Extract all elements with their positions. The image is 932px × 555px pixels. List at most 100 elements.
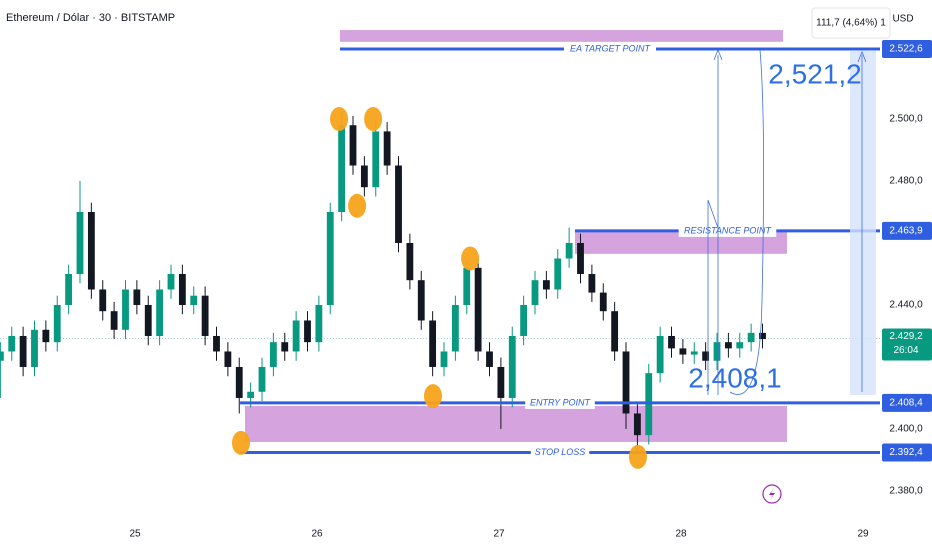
candle-body (247, 391, 255, 398)
candle-body (599, 292, 607, 312)
candle-body (759, 332, 766, 340)
candle-body (167, 273, 175, 290)
candle-body (269, 342, 277, 367)
marker (348, 193, 367, 218)
candle-body (463, 267, 471, 305)
event-icon (762, 484, 782, 504)
level-text: STOP LOSS (535, 447, 586, 457)
price-tag (882, 39, 932, 58)
candle-body (383, 131, 391, 166)
candle-body (633, 413, 641, 436)
candle-body (520, 304, 528, 336)
curve-arrow (729, 49, 764, 395)
y-tick-label: 2.480,0 (889, 176, 923, 187)
candle-body (554, 258, 562, 290)
price-tag (882, 443, 932, 462)
candle-body (349, 125, 357, 166)
candle-body (19, 335, 27, 367)
candle-body (417, 280, 425, 321)
level-text-bg (563, 42, 656, 55)
candle-body (440, 351, 448, 367)
candle-body (508, 335, 516, 398)
candle-body (713, 342, 721, 361)
last-price-tag (882, 328, 932, 361)
price-tag-label: 2.408,4 (889, 398, 923, 409)
x-tick-label: 25 (129, 529, 141, 540)
candle-body (486, 351, 493, 367)
candle-body (144, 304, 152, 336)
candle-body (292, 320, 300, 352)
marker (330, 107, 349, 132)
arrow-head (713, 48, 723, 61)
candle-body (622, 351, 630, 414)
candle-body (497, 366, 505, 398)
range-shade (850, 51, 876, 395)
candle-body (156, 289, 164, 336)
price-tag-label: 2.392,4 (889, 447, 923, 458)
candle-body (736, 342, 744, 349)
candle-body (133, 289, 141, 305)
price-tag-label: 2.463,9 (889, 226, 923, 237)
candle-body (235, 366, 243, 398)
marker (364, 107, 383, 132)
annotation: 2,408,1 (688, 362, 781, 393)
candles (0, 112, 766, 451)
candle-body (702, 351, 710, 361)
candle-body (178, 273, 186, 305)
price-tag (882, 393, 932, 412)
x-tick-label: 26 (311, 529, 323, 540)
level-text-bg (525, 396, 595, 409)
currency: USD (892, 14, 913, 25)
candle-body (258, 366, 266, 392)
candle-body (588, 273, 596, 293)
candle-body (87, 212, 95, 290)
price-tag (882, 221, 932, 240)
marker (231, 430, 250, 455)
level-text-bg (678, 224, 777, 237)
candle-body (611, 311, 619, 352)
candle-body (201, 295, 209, 336)
y-tick-label: 2.500,0 (889, 114, 923, 125)
y-tick-label: 2.400,0 (889, 424, 923, 435)
measure-label: 111,7 (4,64%) 1 (816, 18, 886, 29)
x-tick-label: 29 (858, 529, 870, 540)
overlay: 2.380,0 2.400,0 2.440,0 2.480,0 2.500,0 25 26 2… (129, 39, 932, 540)
price-tag-label: 2.522,6 (889, 44, 923, 55)
last-price-label: 2.429,2 (889, 331, 923, 342)
level-text: ENTRY POINT (530, 397, 592, 407)
x-tick-label: 28 (676, 529, 688, 540)
candle-body (360, 165, 368, 188)
candle-body (99, 289, 107, 312)
marker (461, 246, 480, 271)
candle-body (406, 242, 414, 281)
candle-body (474, 267, 482, 352)
y-tick-label: 2.380,0 (889, 486, 923, 497)
candle-body (213, 335, 220, 352)
candle-body (542, 280, 550, 290)
event-icon (769, 488, 775, 500)
candle-body (224, 351, 232, 367)
candle-body (0, 351, 4, 361)
level-text-bg (530, 446, 590, 459)
arrow (707, 55, 719, 395)
candle-body (315, 304, 323, 343)
candle-body (190, 295, 198, 305)
candle-body (42, 329, 50, 343)
x-tick-label: 27 (493, 529, 505, 540)
candle-body (53, 304, 61, 343)
candle-body (429, 320, 437, 367)
candle-body (451, 304, 459, 352)
candle-body (281, 342, 289, 352)
candle-body (338, 125, 346, 212)
y-tick-label: 2.440,0 (889, 300, 923, 311)
candle-body (8, 335, 16, 352)
candle-body (65, 273, 73, 305)
candle-body (304, 320, 311, 343)
candle-body (668, 335, 675, 349)
range-arrow (857, 50, 867, 392)
candle-body (372, 131, 380, 188)
candle-body (690, 351, 698, 355)
candle-body (679, 348, 687, 355)
candle-body (31, 329, 38, 367)
